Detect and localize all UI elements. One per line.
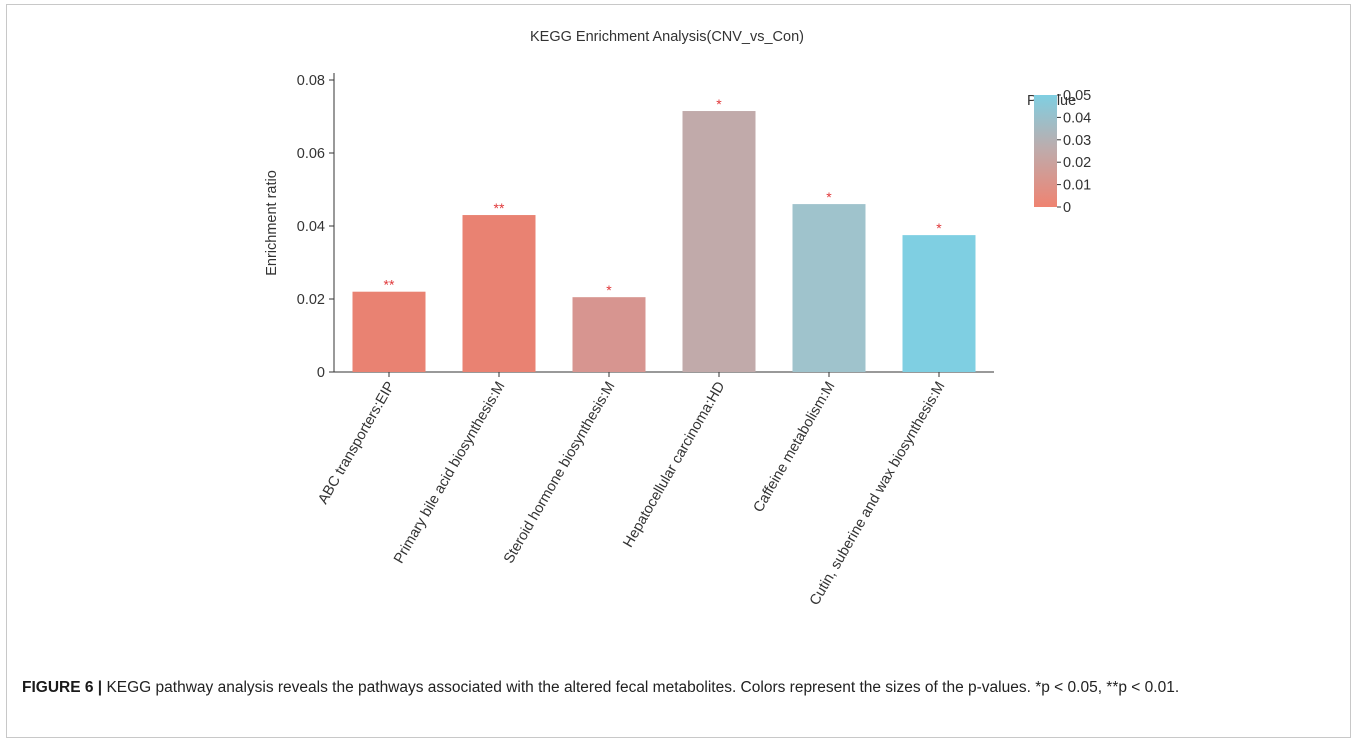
- y-tick-label: 0.06: [297, 146, 325, 162]
- significance-label: **: [384, 277, 395, 293]
- bar: [902, 235, 976, 372]
- legend-tick-label: 0.04: [1063, 110, 1091, 126]
- bar: [352, 291, 426, 372]
- significance-label: *: [826, 189, 832, 205]
- figure-label-separator: |: [97, 679, 103, 696]
- x-tick-label: Hepatocellular carcinoma:HD: [620, 379, 728, 550]
- legend-tick-label: 0.03: [1063, 133, 1091, 149]
- x-tick-label: Cutin, suberine and wax biosynthesis:M: [807, 379, 949, 608]
- legend-colorbar: [1034, 95, 1057, 207]
- p-value-legend: P-value 0.050.040.030.020.010: [1027, 88, 1091, 216]
- y-tick-label: 0.08: [297, 73, 325, 89]
- bar: [792, 204, 866, 372]
- legend-tick-label: 0.02: [1063, 155, 1091, 171]
- chart-title: KEGG Enrichment Analysis(CNV_vs_Con): [530, 29, 804, 45]
- legend-tick-label: 0.01: [1063, 178, 1091, 194]
- y-tick-label: 0.04: [297, 219, 325, 235]
- legend-tick-label: 0.05: [1063, 88, 1091, 104]
- bar-chart: KEGG Enrichment Analysis(CNV_vs_Con) Enr…: [264, 29, 1091, 608]
- figure-caption: FIGURE 6 | KEGG pathway analysis reveals…: [22, 677, 1322, 698]
- plot-area: 00.020.040.060.08**ABC transporters:EIP*…: [297, 73, 994, 608]
- significance-label: *: [716, 96, 722, 112]
- bar: [682, 111, 756, 373]
- x-tick-label: Steroid hormone biosynthesis:M: [501, 379, 618, 566]
- significance-label: *: [606, 282, 612, 298]
- caption-text: KEGG pathway analysis reveals the pathwa…: [106, 679, 1180, 696]
- figure-frame: [6, 4, 1351, 738]
- x-tick-label: Caffeine metabolism:M: [751, 379, 839, 515]
- y-tick-label: 0: [317, 365, 325, 381]
- y-axis-label: Enrichment ratio: [264, 170, 280, 276]
- bar: [572, 297, 646, 372]
- legend-tick-label: 0: [1063, 200, 1071, 216]
- x-tick-label: ABC transporters:EIP: [315, 379, 398, 507]
- bar: [462, 215, 536, 372]
- y-tick-label: 0.02: [297, 292, 325, 308]
- significance-label: **: [494, 200, 505, 216]
- figure-label: FIGURE 6: [22, 679, 94, 696]
- x-tick-label: Primary bile acid biosynthesis:M: [391, 379, 508, 566]
- legend-ticks: 0.05 0.04 0.03 0.02 0.01 0: [1057, 88, 1091, 216]
- significance-label: *: [936, 220, 942, 236]
